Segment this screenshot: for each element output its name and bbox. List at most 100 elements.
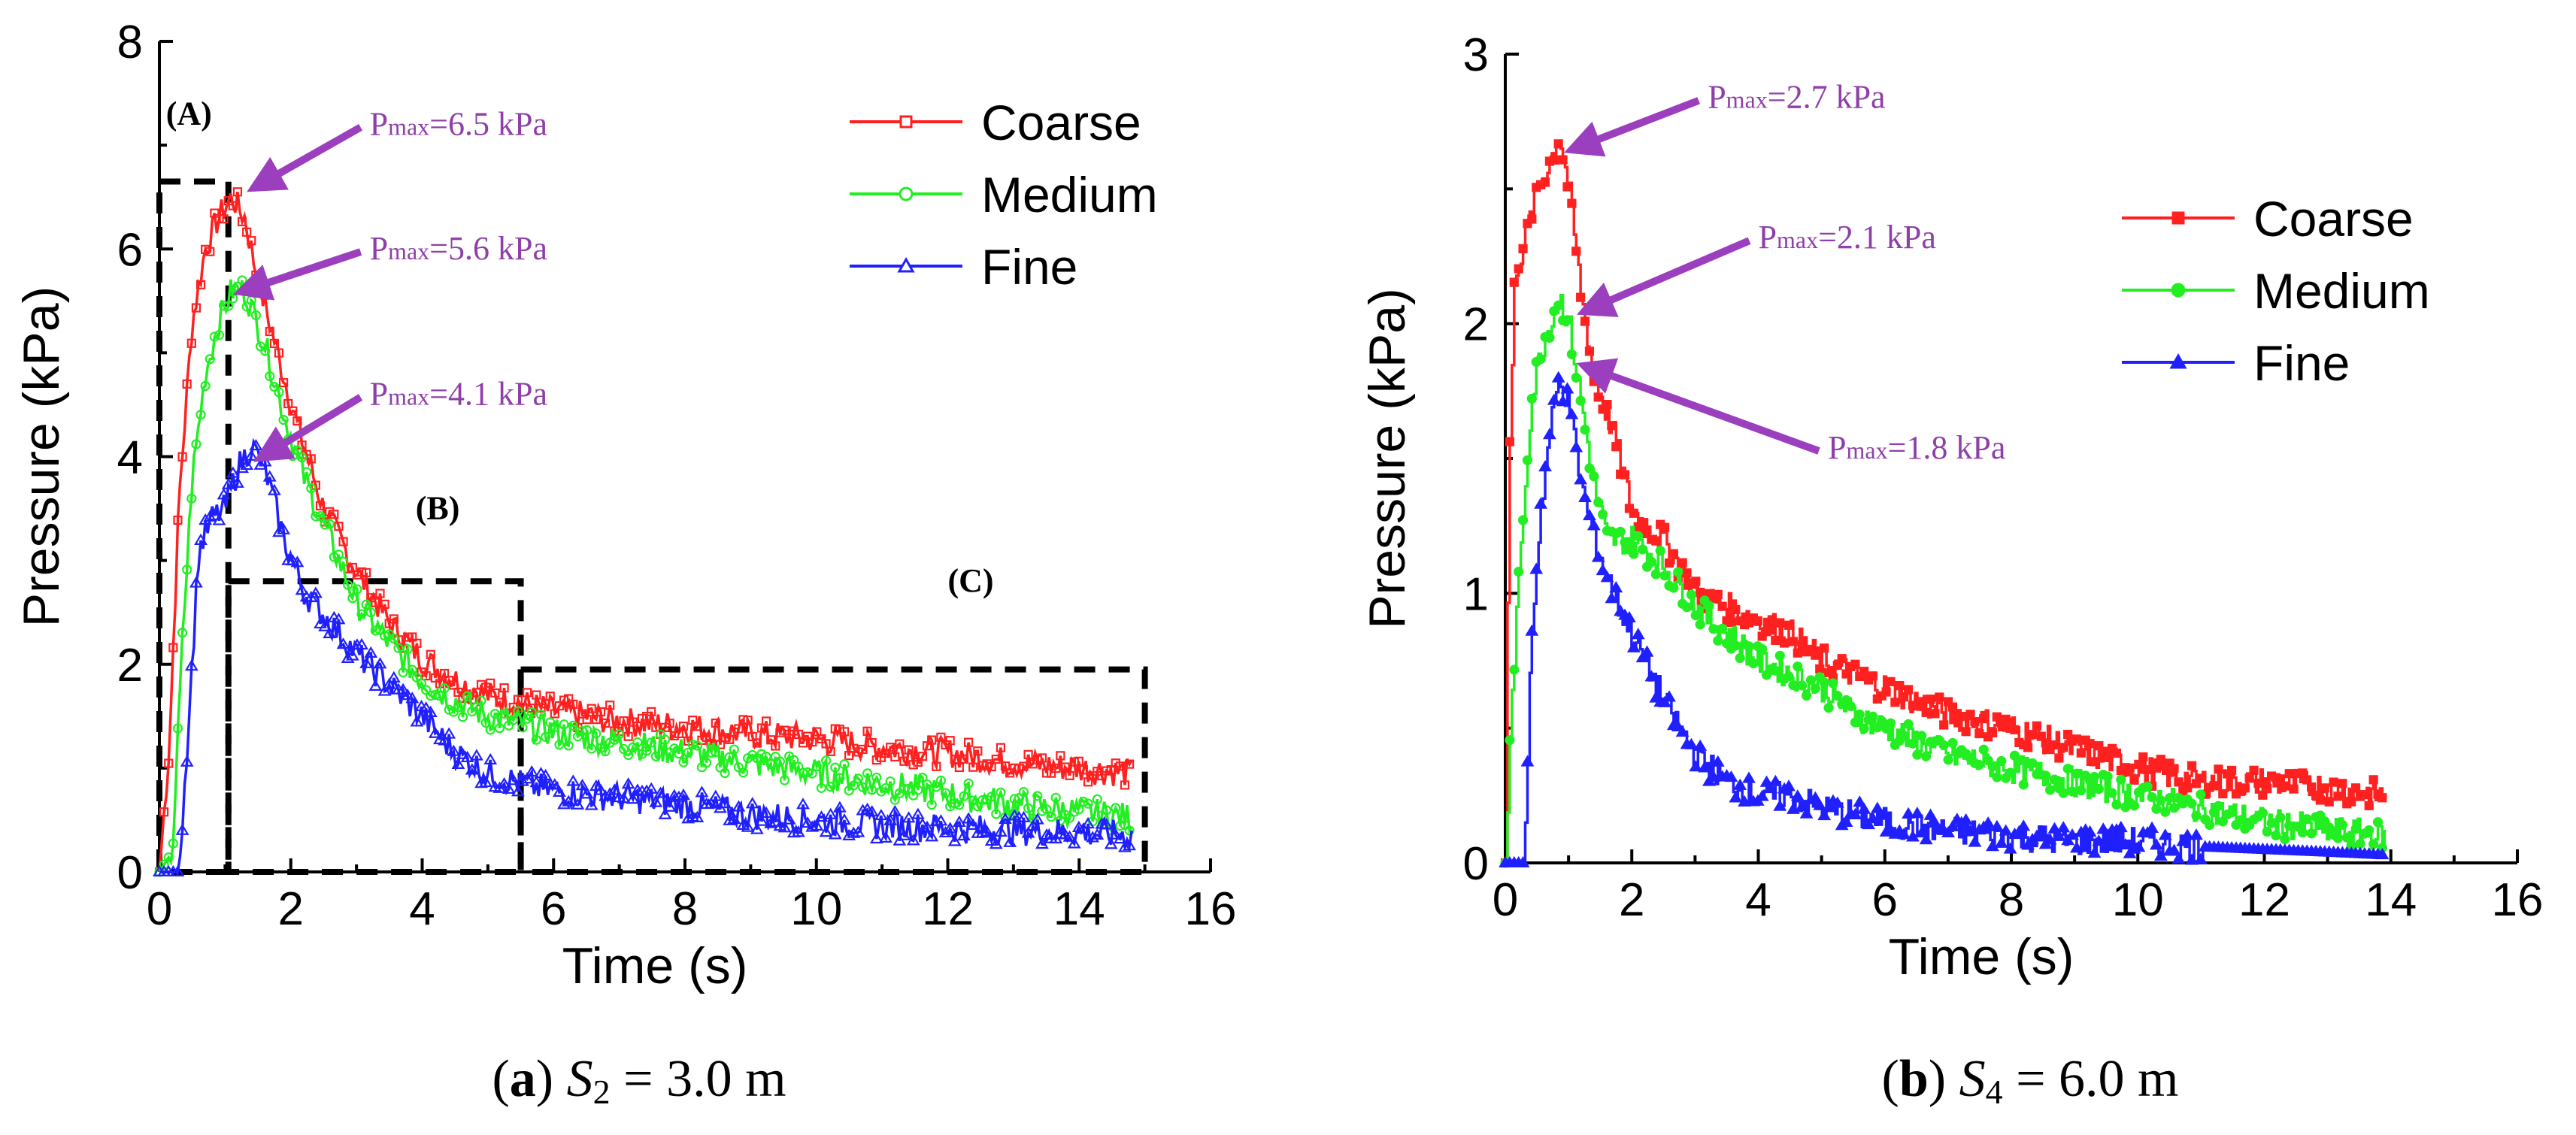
data-point — [1638, 544, 1648, 555]
data-point — [1600, 571, 1614, 583]
data-point — [826, 782, 836, 792]
data-point — [1684, 737, 1699, 749]
data-point — [2280, 781, 2290, 791]
data-point — [720, 767, 730, 779]
data-point — [189, 576, 203, 588]
data-point — [228, 201, 238, 210]
data-point — [637, 713, 647, 723]
data-point — [288, 406, 298, 416]
data-point — [497, 776, 511, 789]
data-point — [2375, 847, 2390, 860]
data-point — [1981, 816, 1996, 828]
data-point — [828, 828, 842, 840]
data-point — [711, 746, 721, 758]
series-line-coarse — [1505, 142, 2387, 864]
data-point — [2111, 748, 2122, 758]
data-point — [538, 768, 553, 781]
data-point — [1986, 840, 1999, 852]
data-point — [913, 757, 923, 767]
data-point — [2218, 788, 2228, 799]
data-point — [626, 792, 640, 804]
data-point — [2169, 764, 2179, 773]
data-point — [1853, 795, 1867, 807]
data-point — [2337, 819, 2347, 830]
data-point — [1801, 690, 1812, 701]
data-point — [962, 812, 976, 824]
data-point — [771, 741, 780, 751]
data-point — [513, 695, 523, 704]
data-point — [306, 454, 316, 464]
data-point — [963, 737, 974, 747]
data-point — [793, 761, 804, 772]
data-point — [2332, 833, 2344, 843]
data-point — [1859, 667, 1869, 676]
data-point — [2142, 782, 2153, 792]
data-point — [1959, 813, 1973, 825]
data-point — [623, 731, 633, 741]
data-point — [465, 763, 479, 775]
data-point — [821, 739, 831, 749]
data-point — [814, 810, 829, 822]
data-point — [1921, 751, 1932, 761]
data-point — [1626, 640, 1641, 652]
data-point — [2183, 783, 2193, 793]
data-point — [237, 216, 247, 226]
data-point — [723, 813, 737, 825]
data-point — [1961, 727, 1971, 737]
data-point — [1811, 650, 1820, 660]
data-point — [1671, 719, 1685, 731]
data-point — [1591, 550, 1605, 562]
data-point — [1005, 768, 1015, 778]
data-point — [419, 701, 433, 713]
data-point — [1516, 855, 1530, 867]
pmax-annotation: Pmax=1.8 kPa — [1576, 358, 2005, 466]
data-point — [1069, 757, 1079, 767]
data-point — [880, 749, 891, 758]
data-point — [1041, 768, 1052, 778]
data-point — [575, 779, 589, 791]
data-point — [247, 236, 256, 246]
data-point — [1021, 826, 1035, 838]
data-point — [1748, 658, 1759, 669]
data-point — [947, 834, 962, 846]
region-label: (A) — [166, 95, 212, 132]
data-point — [640, 784, 654, 796]
data-point — [1845, 701, 1856, 712]
data-point — [1113, 832, 1127, 844]
data-point — [205, 354, 215, 365]
data-point — [1795, 799, 1809, 811]
data-point — [851, 825, 865, 837]
pmax-arrow — [1563, 97, 1701, 157]
data-point — [2213, 801, 2224, 811]
pmax-annotation: Pmax=5.6 kPa — [232, 230, 547, 301]
data-point — [899, 783, 910, 794]
data-point — [1662, 690, 1676, 702]
data-point — [203, 510, 217, 522]
data-point — [596, 707, 606, 717]
data-point — [619, 716, 629, 726]
data-point — [447, 744, 461, 756]
data-point — [1642, 525, 1652, 535]
data-point — [332, 613, 346, 625]
data-point — [591, 714, 601, 725]
region-box — [517, 666, 1148, 875]
data-point — [2032, 721, 2042, 731]
data-point — [577, 725, 588, 737]
data-point — [904, 783, 914, 794]
data-point — [1534, 497, 1548, 509]
data-point — [1857, 802, 1871, 814]
x-tick-label: 4 — [1745, 874, 1771, 926]
data-point — [511, 785, 525, 797]
data-point — [681, 812, 696, 824]
data-point — [471, 701, 482, 713]
data-point — [550, 722, 560, 732]
data-point — [208, 509, 222, 521]
pmax-label: Pmax=2.1 kPa — [1759, 219, 1936, 256]
data-point — [658, 807, 672, 819]
data-point — [798, 767, 808, 778]
data-point — [1562, 182, 1572, 192]
x-tick-label: 10 — [2112, 874, 2164, 926]
data-point — [2003, 842, 2017, 854]
data-point — [2284, 769, 2294, 779]
data-point — [559, 695, 569, 705]
